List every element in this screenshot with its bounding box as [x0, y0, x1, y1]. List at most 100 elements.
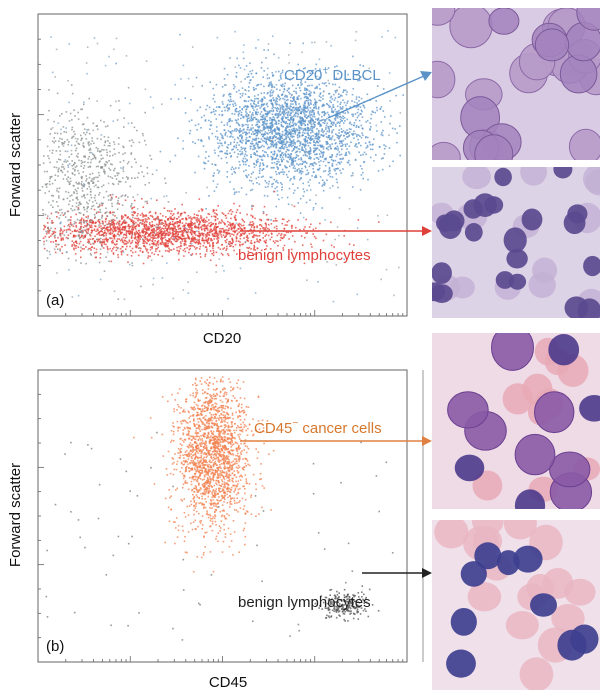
event-dot [301, 147, 303, 150]
event-dot [207, 237, 210, 239]
event-dot [356, 133, 358, 136]
event-dot [337, 114, 339, 116]
event-dot [149, 154, 151, 157]
event-dot [94, 157, 97, 160]
event-dot [87, 238, 89, 241]
event-dot [286, 111, 288, 114]
event-dot [250, 180, 253, 182]
event-dot [263, 228, 265, 231]
event-dot [298, 125, 300, 127]
event-dot [229, 98, 232, 101]
event-dot [136, 129, 138, 132]
event-dot [173, 218, 175, 220]
event-dot [217, 205, 219, 207]
event-dot [48, 157, 50, 160]
event-dot [270, 236, 273, 239]
event-dot [235, 75, 237, 77]
event-dot [312, 233, 314, 235]
event-dot [202, 220, 204, 223]
event-dot [215, 227, 217, 229]
event-dot [201, 239, 203, 242]
event-dot [216, 236, 219, 239]
event-dot [259, 168, 261, 170]
event-dot [228, 92, 231, 95]
event-dot [349, 163, 351, 166]
event-dot [203, 224, 206, 226]
event-dot [380, 106, 383, 108]
event-dot [99, 211, 102, 213]
event-dot [67, 143, 69, 146]
event-dot [318, 153, 321, 155]
event-dot [81, 187, 83, 190]
event-dot [237, 137, 240, 140]
event-dot [114, 230, 116, 232]
event-dot [71, 137, 73, 139]
event-dot [230, 217, 232, 220]
event-dot [270, 118, 273, 121]
event-dot [108, 142, 111, 145]
event-dot [346, 110, 349, 113]
event-dot [160, 222, 162, 225]
event-dot [326, 130, 328, 133]
event-dot [97, 180, 99, 182]
event-dot [120, 195, 123, 198]
event-dot [268, 77, 271, 79]
event-dot [70, 144, 73, 147]
event-dot [134, 226, 136, 228]
event-dot [48, 250, 51, 253]
event-dot [389, 122, 391, 125]
event-dot [286, 221, 289, 223]
event-dot [164, 230, 166, 232]
event-dot [61, 143, 64, 146]
event-dot [209, 124, 212, 127]
event-dot [289, 42, 291, 44]
event-dot [304, 132, 306, 134]
event-dot [235, 110, 238, 113]
event-dot [98, 234, 101, 236]
event-dot [336, 134, 338, 137]
event-dot [51, 194, 53, 197]
event-dot [92, 242, 94, 245]
event-dot [205, 108, 207, 111]
event-dot [293, 189, 296, 192]
event-dot [257, 176, 260, 178]
event-dot [253, 95, 256, 97]
event-dot [297, 132, 300, 134]
event-dot [231, 120, 233, 122]
event-dot [151, 232, 154, 234]
event-dot [271, 138, 274, 140]
event-dot [285, 156, 287, 158]
event-dot [177, 211, 180, 214]
event-dot [89, 194, 92, 196]
event-dot [191, 228, 193, 230]
event-dot [157, 254, 159, 256]
event-dot [112, 193, 114, 196]
event-dot [350, 175, 353, 177]
event-dot [289, 93, 291, 95]
event-dot [63, 225, 66, 228]
event-dot [266, 110, 269, 113]
event-dot [244, 78, 246, 80]
event-dot [278, 142, 281, 144]
event-dot [165, 245, 168, 247]
event-dot [244, 93, 247, 95]
event-dot [197, 224, 200, 227]
event-dot [309, 94, 312, 97]
event-dot [302, 92, 305, 95]
event-dot [352, 134, 354, 136]
event-dot [304, 128, 307, 130]
event-dot [113, 228, 116, 231]
event-dot [161, 234, 164, 236]
event-dot [307, 181, 310, 183]
event-dot [114, 244, 117, 246]
event-dot [318, 164, 321, 167]
event-dot [43, 240, 45, 243]
event-dot [334, 169, 336, 172]
event-dot [160, 219, 162, 221]
event-dot [86, 210, 88, 213]
event-dot [313, 123, 316, 126]
event-dot [114, 167, 116, 170]
event-dot [208, 136, 210, 138]
event-dot [109, 229, 111, 232]
event-dot [360, 144, 362, 147]
